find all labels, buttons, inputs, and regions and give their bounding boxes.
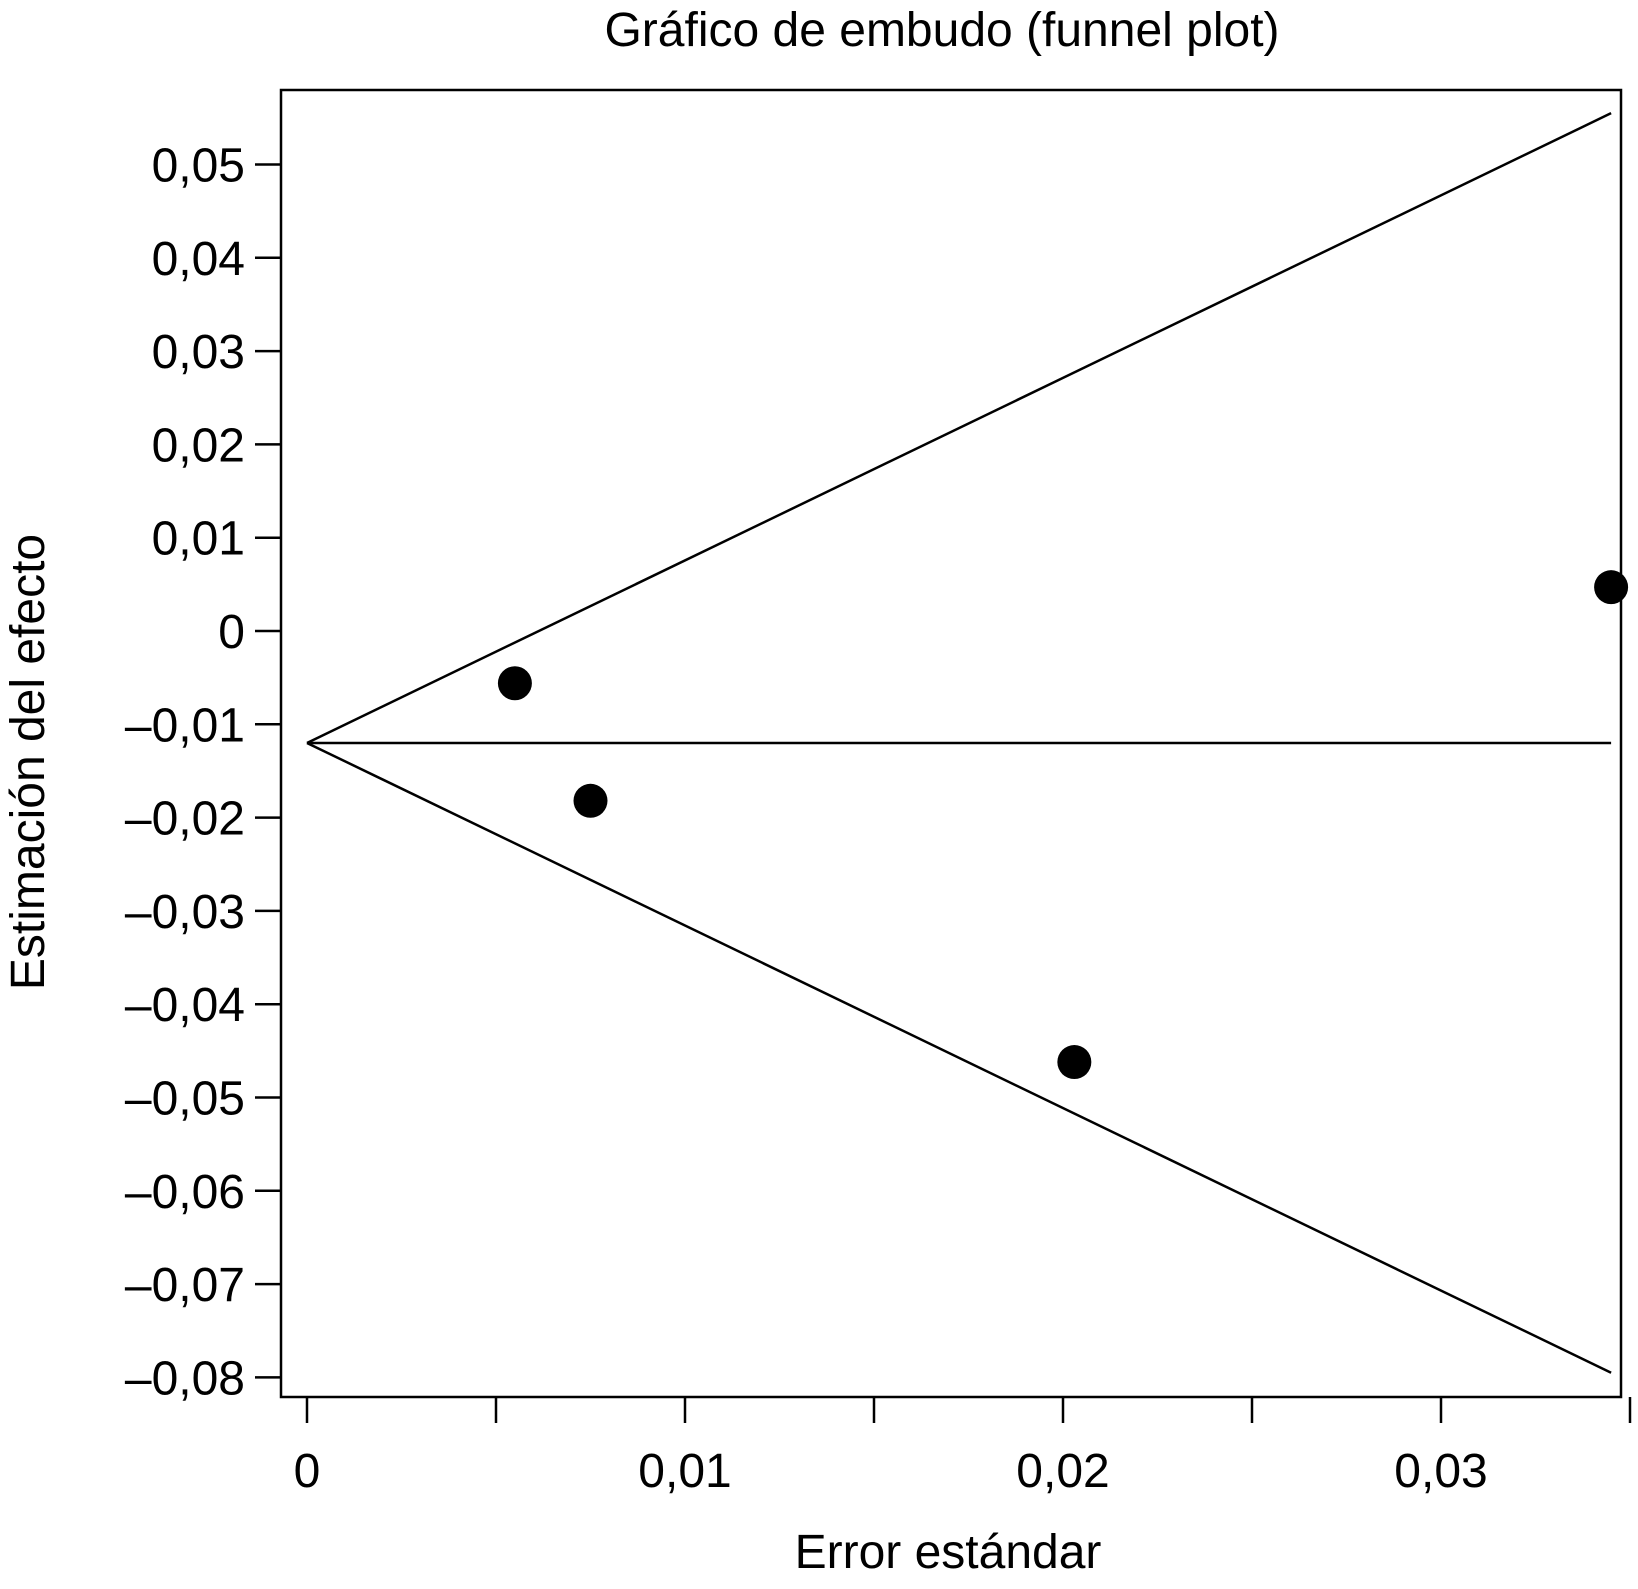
x-tick-label: 0,02 bbox=[1016, 1445, 1109, 1498]
x-tick-label: 0 bbox=[294, 1445, 321, 1498]
y-tick-label: –0,04 bbox=[125, 979, 245, 1032]
funnel-upper-line bbox=[306, 112, 1612, 745]
y-tick-label: –0,07 bbox=[125, 1259, 245, 1312]
y-tick-label: 0,05 bbox=[152, 140, 245, 193]
data-point bbox=[1594, 570, 1629, 605]
data-point bbox=[497, 666, 532, 701]
y-tick-label: 0 bbox=[218, 606, 245, 659]
y-tick-label: 0,02 bbox=[152, 419, 245, 472]
y-tick-label: 0,01 bbox=[152, 513, 245, 566]
y-tick-label: –0,01 bbox=[125, 699, 245, 752]
y-tick-label: –0,06 bbox=[125, 1166, 245, 1219]
x-tick-label: 0,01 bbox=[638, 1445, 731, 1498]
y-tick-label: 0,03 bbox=[152, 326, 245, 379]
y-tick-label: –0,03 bbox=[125, 886, 245, 939]
y-axis: 0,05 0,04 0,03 0,02 0,01 0 –0,01 –0,02 –0,03 –0,0… bbox=[125, 140, 281, 1405]
y-tick-label: –0,05 bbox=[125, 1073, 245, 1126]
x-axis-label: Error estándar bbox=[795, 1526, 1102, 1579]
x-axis: 0 0,01 0,02 0,03 bbox=[294, 1397, 1632, 1498]
y-axis-label: Estimación del efecto bbox=[2, 534, 55, 990]
plot-frame bbox=[279, 88, 1623, 1399]
x-tick-label: 0,03 bbox=[1394, 1445, 1487, 1498]
y-tick-label: –0,02 bbox=[125, 793, 245, 846]
funnel-lower-line bbox=[306, 741, 1612, 1374]
y-tick-label: –0,08 bbox=[125, 1352, 245, 1405]
funnel-lines bbox=[306, 112, 1612, 1374]
chart-title: Gráfico de embudo (funnel plot) bbox=[604, 4, 1279, 57]
y-tick-label: 0,04 bbox=[152, 233, 245, 286]
data-point bbox=[1057, 1045, 1092, 1080]
data-point bbox=[573, 783, 608, 818]
data-points bbox=[497, 570, 1629, 1080]
